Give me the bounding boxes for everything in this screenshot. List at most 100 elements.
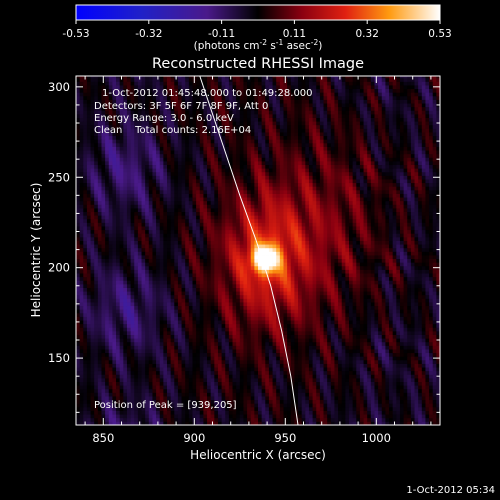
heatmap-cell <box>294 330 299 335</box>
heatmap-cell <box>188 269 193 274</box>
heatmap-cell <box>265 399 270 404</box>
heatmap-cell <box>217 244 222 249</box>
heatmap-cell <box>378 396 383 401</box>
heatmap-cell <box>119 327 124 332</box>
heatmap-cell <box>432 363 437 368</box>
heatmap-cell <box>370 309 375 314</box>
heatmap-cell <box>221 258 226 263</box>
heatmap-cell <box>79 359 84 364</box>
heatmap-cell <box>341 323 346 328</box>
heatmap-cell <box>236 265 241 270</box>
heatmap-cell <box>308 283 313 288</box>
heatmap-cell <box>429 316 434 321</box>
heatmap-cell <box>301 399 306 404</box>
heatmap-cell <box>83 323 88 328</box>
heatmap-cell <box>123 406 128 411</box>
heatmap-cell <box>185 388 190 393</box>
heatmap-cell <box>272 363 277 368</box>
heatmap-cell <box>199 244 204 249</box>
heatmap-cell <box>407 320 412 325</box>
heatmap-cell <box>145 414 150 419</box>
heatmap-cell <box>126 327 131 332</box>
heatmap-cell <box>356 244 361 249</box>
heatmap-cell <box>370 316 375 321</box>
heatmap-cell <box>345 388 350 393</box>
heatmap-cell <box>210 356 215 361</box>
heatmap-cell <box>410 309 415 314</box>
heatmap-cell <box>330 276 335 281</box>
heatmap-cell <box>116 265 121 270</box>
heatmap-cell <box>290 334 295 339</box>
heatmap-cell <box>170 327 175 332</box>
heatmap-cell <box>323 327 328 332</box>
heatmap-cell <box>148 302 153 307</box>
heatmap-cell <box>167 370 172 375</box>
heatmap-cell <box>126 406 131 411</box>
heatmap-cell <box>159 338 164 343</box>
heatmap-cell <box>217 406 222 411</box>
heatmap-cell <box>374 327 379 332</box>
heatmap-cell <box>217 374 222 379</box>
heatmap-cell <box>203 385 208 390</box>
heatmap-cell <box>421 330 426 335</box>
heatmap-cell <box>316 247 321 252</box>
heatmap-cell <box>323 255 328 260</box>
heatmap-cell <box>94 388 99 393</box>
heatmap-cell <box>421 338 426 343</box>
heatmap-cell <box>407 363 412 368</box>
heatmap-cell <box>312 403 317 408</box>
heatmap-cell <box>170 287 175 292</box>
heatmap-cell <box>316 327 321 332</box>
heatmap-cell <box>363 356 368 361</box>
heatmap-cell <box>105 305 110 310</box>
heatmap-cell <box>83 273 88 278</box>
heatmap-cell <box>265 392 270 397</box>
heatmap-cell <box>279 370 284 375</box>
heatmap-cell <box>188 403 193 408</box>
heatmap-cell <box>225 367 230 372</box>
heatmap-cell <box>294 273 299 278</box>
heatmap-cell <box>338 273 343 278</box>
heatmap-cell <box>392 406 397 411</box>
heatmap-cell <box>177 374 182 379</box>
heatmap-cell <box>436 385 440 390</box>
heatmap-cell <box>356 414 361 419</box>
heatmap-cell <box>338 258 343 263</box>
heatmap-cell <box>298 421 303 425</box>
heatmap-cell <box>370 403 375 408</box>
heatmap-cell <box>239 338 244 343</box>
heatmap-cell <box>319 294 324 299</box>
heatmap-cell <box>276 265 281 270</box>
heatmap-cell <box>217 298 222 303</box>
heatmap-cell <box>352 374 357 379</box>
heatmap-cell <box>410 367 415 372</box>
heatmap-cell <box>217 359 222 364</box>
heatmap-cell <box>185 414 190 419</box>
heatmap-cell <box>221 377 226 382</box>
heatmap-cell <box>170 309 175 314</box>
colorbar-tick-label: 0.32 <box>356 28 379 40</box>
heatmap-cell <box>174 280 179 285</box>
heatmap-cell <box>134 410 139 415</box>
heatmap-cell <box>174 273 179 278</box>
heatmap-cell <box>239 349 244 354</box>
heatmap-cell <box>367 323 372 328</box>
heatmap-cell <box>399 334 404 339</box>
heatmap-cell <box>112 262 117 267</box>
heatmap-cell <box>319 367 324 372</box>
heatmap-cell <box>254 287 259 292</box>
heatmap-cell <box>403 410 408 415</box>
heatmap-cell <box>250 273 255 278</box>
heatmap-cell <box>389 399 394 404</box>
heatmap-cell <box>83 388 88 393</box>
heatmap-cell <box>429 287 434 292</box>
heatmap-cell <box>367 421 372 425</box>
heatmap-cell <box>112 363 117 368</box>
heatmap-cell <box>425 388 430 393</box>
heatmap-cell <box>396 280 401 285</box>
heatmap-cell <box>86 330 91 335</box>
heatmap-cell <box>261 414 266 419</box>
heatmap-cell <box>258 269 263 274</box>
heatmap-cell <box>327 414 332 419</box>
heatmap-cell <box>429 367 434 372</box>
